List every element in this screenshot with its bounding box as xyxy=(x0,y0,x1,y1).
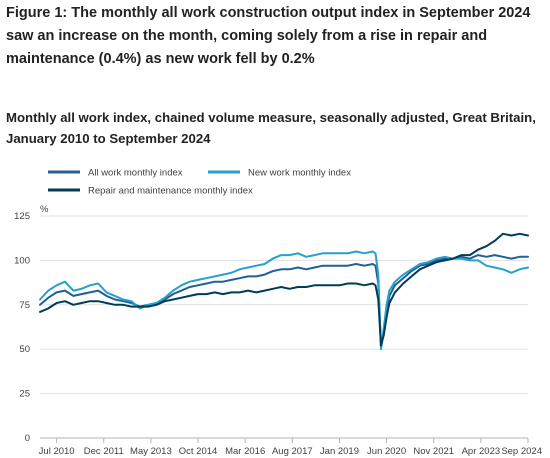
x-tick-label: Apr 2023 xyxy=(462,446,501,457)
y-axis: 0 25 50 75 100 125% xyxy=(14,204,49,444)
x-tick-label: Nov 2021 xyxy=(413,446,454,457)
x-tick-label: Aug 2017 xyxy=(272,446,313,457)
legend-label: All work monthly index xyxy=(88,168,183,179)
legend: All work monthly index New work monthly i… xyxy=(48,168,351,197)
chart-subtitle: Monthly all work index, chained volume m… xyxy=(6,110,536,146)
chart-title: Figure 1: The monthly all work construct… xyxy=(6,5,531,67)
series-line-3 xyxy=(39,232,529,347)
legend-label: Repair and maintenance monthly index xyxy=(88,186,253,197)
x-tick-label: Jun 2020 xyxy=(367,446,406,457)
series-line-2 xyxy=(39,250,529,351)
x-axis: Jul 2010 Dec 2011 May 2013 Oct 2014 Mar 2016… xyxy=(39,438,542,457)
x-tick-label: Jan 2019 xyxy=(320,446,359,457)
y-tick-label: 75 xyxy=(19,300,30,311)
x-tick-label: Dec 2011 xyxy=(84,446,124,457)
x-tick-label: Sep 2024 xyxy=(501,446,542,457)
y-tick-label: 50 xyxy=(19,344,30,355)
y-tick-label: 25 xyxy=(19,389,30,400)
legend-label: New work monthly index xyxy=(248,168,351,179)
grid-lines xyxy=(40,215,528,439)
series-line-1 xyxy=(39,254,529,349)
y-tick-label: 125 xyxy=(14,211,30,222)
y-tick-label: 100 xyxy=(14,255,30,266)
x-tick-label: Mar 2016 xyxy=(225,446,265,457)
x-tick-label: May 2013 xyxy=(130,446,172,457)
x-tick-label: Jul 2010 xyxy=(39,446,75,457)
series-lines xyxy=(39,232,529,351)
y-axis-unit: % xyxy=(40,204,49,215)
x-tick-label: Oct 2014 xyxy=(179,446,218,457)
y-tick-label: 0 xyxy=(25,433,30,444)
